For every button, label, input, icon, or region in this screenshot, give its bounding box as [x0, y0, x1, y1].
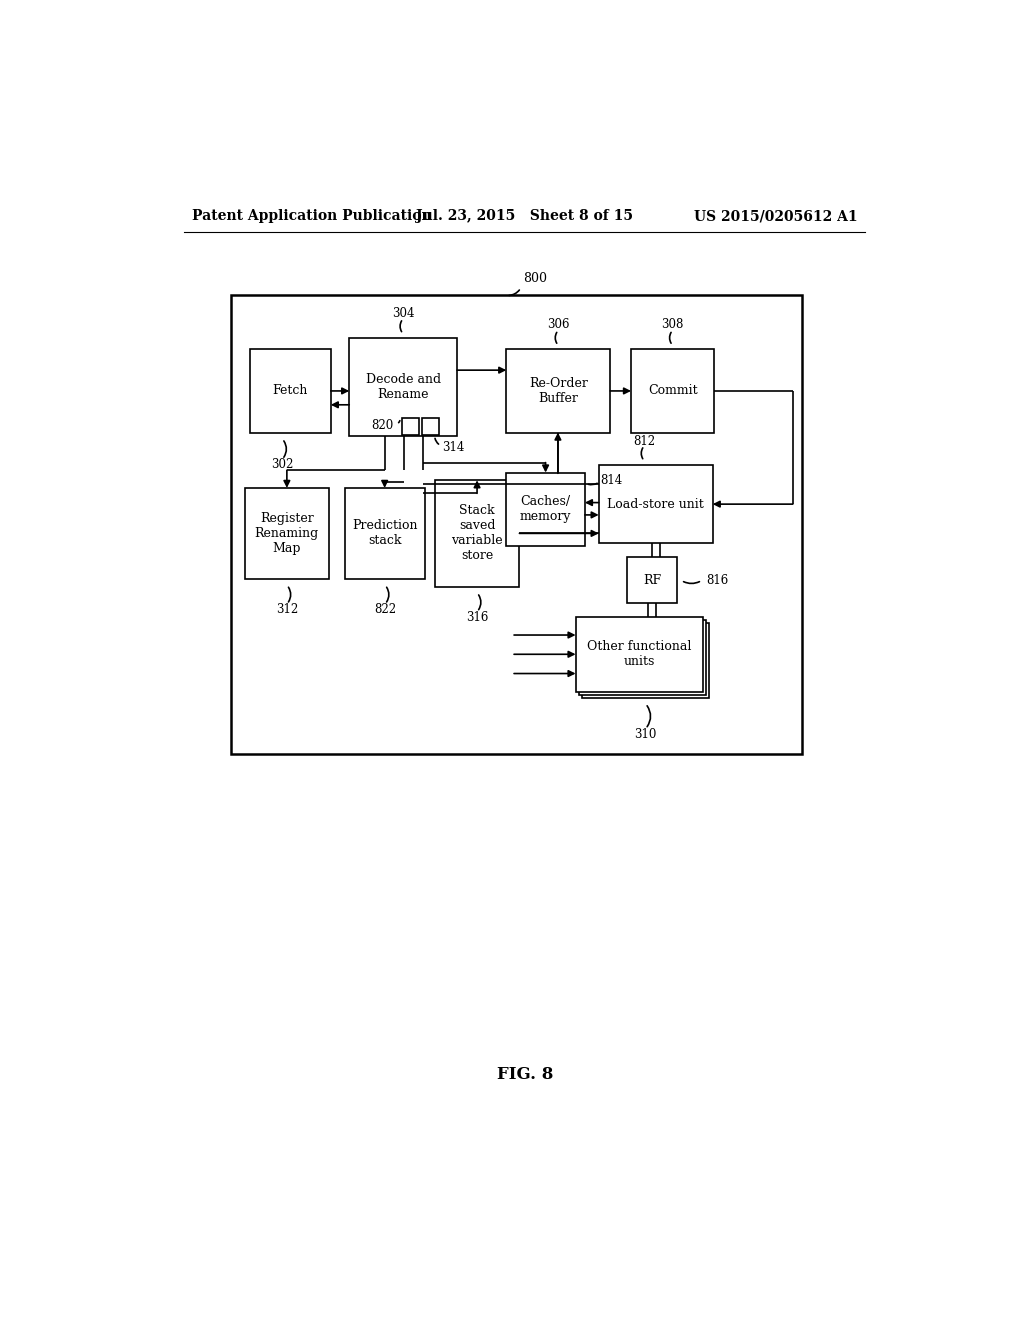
Text: US 2015/0205612 A1: US 2015/0205612 A1	[694, 209, 857, 223]
Text: Prediction
stack: Prediction stack	[352, 519, 418, 548]
Text: 316: 316	[466, 611, 488, 624]
Text: Decode and
Rename: Decode and Rename	[366, 374, 440, 401]
Bar	[230, 296, 802, 754]
Bar	[250, 350, 331, 433]
Text: Stack
saved
variable
store: Stack saved variable store	[452, 504, 503, 562]
Text: RF: RF	[643, 574, 662, 587]
Text: FIG. 8: FIG. 8	[497, 1067, 553, 1084]
Text: 302: 302	[271, 458, 294, 471]
Bar	[245, 488, 330, 579]
Text: 812: 812	[633, 436, 655, 449]
Bar	[599, 465, 713, 544]
Text: Caches/
memory: Caches/ memory	[520, 495, 571, 523]
Text: 822: 822	[374, 603, 396, 616]
Bar	[345, 488, 425, 579]
Text: 306: 306	[547, 318, 569, 331]
Text: 816: 816	[707, 574, 729, 587]
Text: 310: 310	[634, 727, 656, 741]
Text: Jul. 23, 2015   Sheet 8 of 15: Jul. 23, 2015 Sheet 8 of 15	[417, 209, 633, 223]
Bar	[575, 616, 702, 692]
Bar	[579, 619, 706, 696]
Text: 304: 304	[392, 306, 415, 319]
Bar	[506, 350, 610, 433]
Bar	[582, 623, 709, 698]
Text: 814: 814	[600, 474, 623, 487]
Text: Commit: Commit	[648, 384, 697, 397]
Bar	[435, 480, 518, 586]
Bar	[631, 350, 714, 433]
Bar	[628, 557, 677, 603]
Text: 308: 308	[662, 318, 684, 331]
Text: Register
Renaming
Map: Register Renaming Map	[255, 512, 319, 554]
Text: Fetch: Fetch	[272, 384, 308, 397]
Bar	[422, 418, 438, 434]
Text: Patent Application Publication: Patent Application Publication	[193, 209, 432, 223]
Bar	[349, 338, 457, 437]
Text: Re-Order
Buffer: Re-Order Buffer	[528, 378, 588, 405]
Text: Load-store unit: Load-store unit	[607, 498, 705, 511]
Text: 800: 800	[523, 272, 547, 285]
Bar	[401, 418, 419, 434]
Text: 820: 820	[372, 418, 394, 432]
Text: 314: 314	[442, 441, 465, 454]
Text: Other functional
units: Other functional units	[587, 640, 691, 668]
Text: 312: 312	[275, 603, 298, 616]
Bar	[506, 473, 585, 545]
